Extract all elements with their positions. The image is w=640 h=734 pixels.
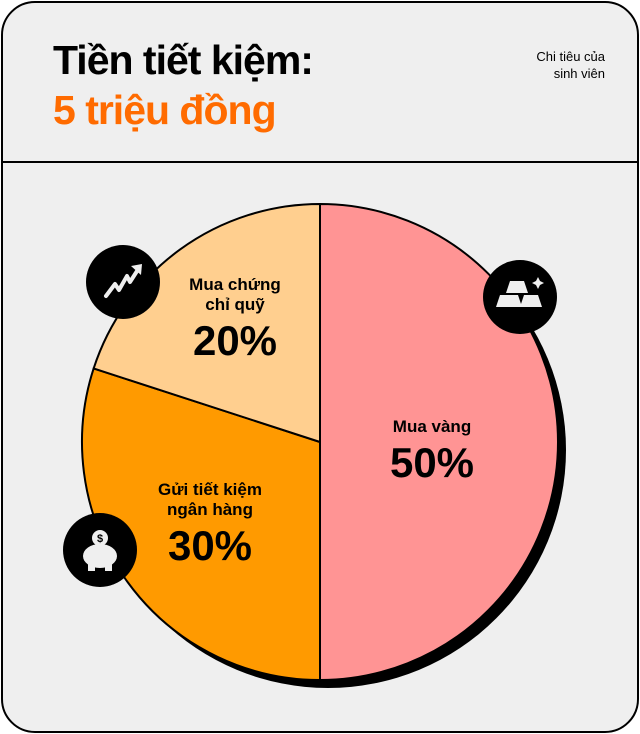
slice-value-label: 20% (193, 317, 277, 364)
pie-slice (92, 202, 321, 444)
title-line-2: 5 triệu đồng (53, 87, 277, 133)
pie-slice (81, 367, 321, 682)
subtitle: Chi tiêu của sinh viên (465, 48, 605, 82)
slice-label: ngân hàng (167, 500, 253, 519)
slice-label: Mua vàng (393, 417, 471, 436)
subtitle-line-2: sinh viên (553, 66, 605, 81)
slice-value-label: 30% (168, 522, 252, 569)
trend-up-icon (86, 245, 160, 319)
slice-value-label: 50% (390, 439, 474, 486)
gold-bars-icon (483, 260, 557, 334)
svg-text:$: $ (97, 533, 103, 545)
slice-label: Gửi tiết kiệm (158, 480, 262, 499)
subtitle-line-1: Chi tiêu của (536, 49, 605, 64)
piggy-bank-icon: $ (63, 513, 137, 587)
title-line-1: Tiền tiết kiệm: (53, 37, 314, 83)
divider (3, 161, 637, 163)
slice-label: Mua chứng (189, 275, 281, 294)
slice-label: chỉ quỹ (205, 295, 265, 314)
